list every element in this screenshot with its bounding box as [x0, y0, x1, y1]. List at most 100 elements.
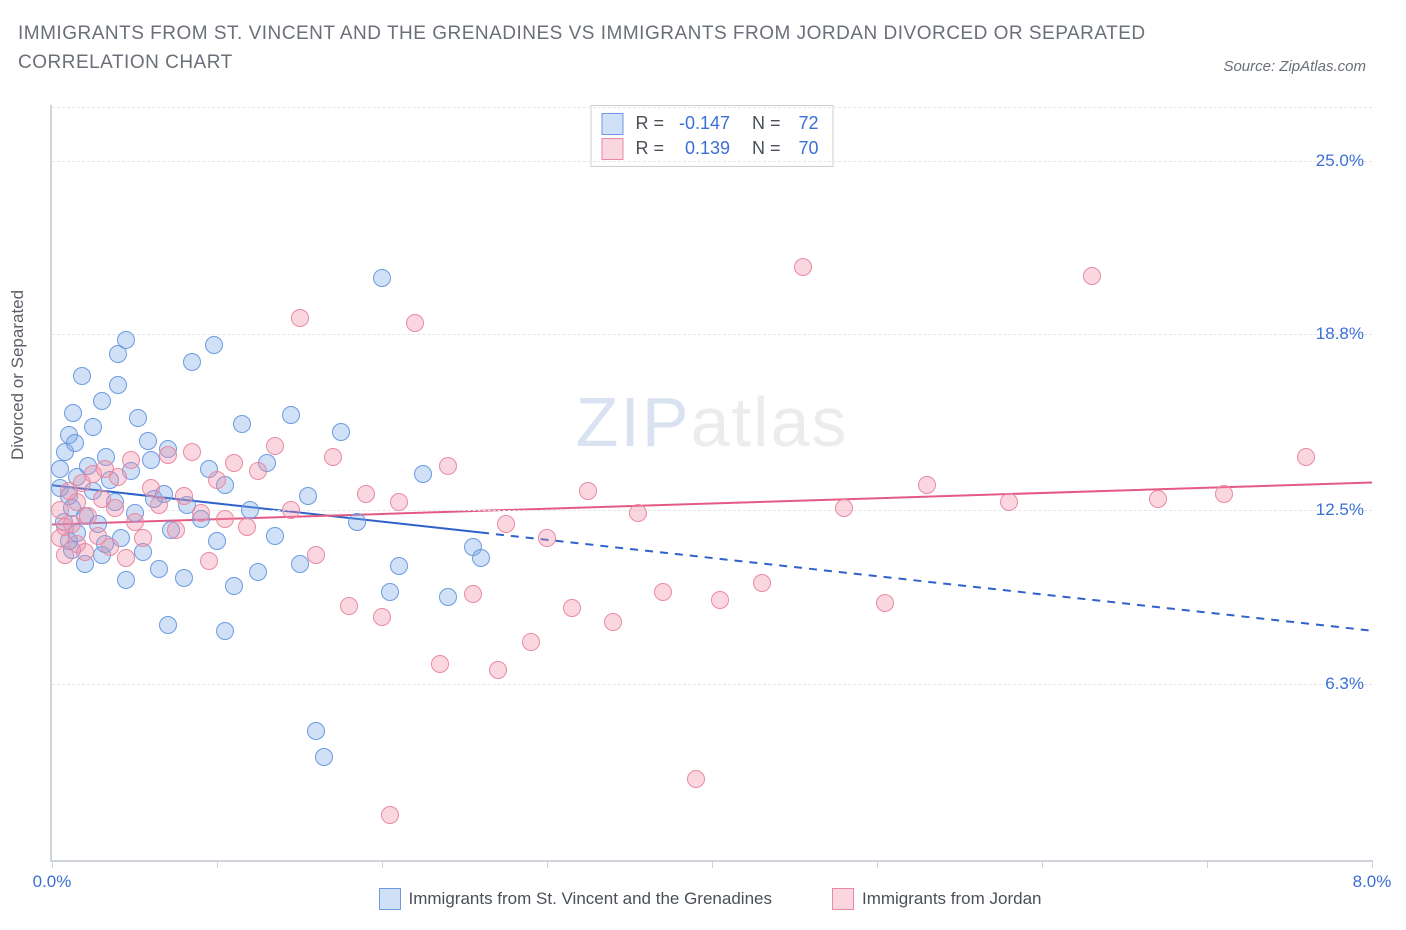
- data-point: [324, 448, 342, 466]
- data-point: [56, 546, 74, 564]
- stats-value-r: -0.147: [672, 111, 730, 136]
- data-point: [579, 482, 597, 500]
- stats-label-n: N =: [752, 111, 781, 136]
- data-point: [291, 309, 309, 327]
- x-tick: [1372, 860, 1373, 868]
- data-point: [183, 443, 201, 461]
- x-tick: [382, 860, 383, 868]
- data-point: [381, 806, 399, 824]
- gridline: [52, 161, 1372, 162]
- data-point: [1083, 267, 1101, 285]
- data-point: [390, 493, 408, 511]
- chart-title: IMMIGRANTS FROM ST. VINCENT AND THE GREN…: [18, 20, 1226, 77]
- data-point: [73, 367, 91, 385]
- data-point: [414, 465, 432, 483]
- data-point: [175, 487, 193, 505]
- x-tick: [547, 860, 548, 868]
- x-tick: [1207, 860, 1208, 868]
- data-point: [464, 585, 482, 603]
- data-point: [64, 404, 82, 422]
- data-point: [51, 529, 69, 547]
- data-point: [538, 529, 556, 547]
- legend-swatch: [601, 113, 623, 135]
- data-point: [439, 457, 457, 475]
- data-point: [472, 549, 490, 567]
- y-axis-label: Divorced or Separated: [8, 290, 28, 460]
- data-point: [687, 770, 705, 788]
- stats-value-n: 72: [789, 111, 819, 136]
- data-point: [381, 583, 399, 601]
- data-point: [122, 451, 140, 469]
- x-tick: [52, 860, 53, 868]
- x-tick: [217, 860, 218, 868]
- data-point: [1149, 490, 1167, 508]
- data-point: [76, 543, 94, 561]
- legend-label: Immigrants from Jordan: [862, 889, 1042, 909]
- data-point: [200, 552, 218, 570]
- data-point: [489, 661, 507, 679]
- data-point: [142, 451, 160, 469]
- data-point: [1297, 448, 1315, 466]
- data-point: [66, 434, 84, 452]
- data-point: [106, 499, 124, 517]
- gridline: [52, 334, 1372, 335]
- data-point: [332, 423, 350, 441]
- legend-item: Immigrants from St. Vincent and the Gren…: [379, 888, 772, 910]
- legend-swatch: [601, 138, 623, 160]
- stats-label-n: N =: [752, 136, 781, 161]
- data-point: [150, 496, 168, 514]
- data-point: [142, 479, 160, 497]
- data-point: [241, 501, 259, 519]
- data-point: [390, 557, 408, 575]
- data-point: [150, 560, 168, 578]
- data-point: [357, 485, 375, 503]
- data-point: [238, 518, 256, 536]
- data-point: [1000, 493, 1018, 511]
- stats-row: R =-0.147N =72: [601, 111, 818, 136]
- data-point: [340, 597, 358, 615]
- data-point: [307, 546, 325, 564]
- data-point: [93, 392, 111, 410]
- data-point: [563, 599, 581, 617]
- data-point: [291, 555, 309, 573]
- data-point: [876, 594, 894, 612]
- y-tick-label: 6.3%: [1325, 674, 1364, 694]
- data-point: [117, 571, 135, 589]
- data-point: [249, 563, 267, 581]
- data-point: [753, 574, 771, 592]
- data-point: [439, 588, 457, 606]
- data-point: [192, 504, 210, 522]
- data-point: [266, 527, 284, 545]
- data-point: [233, 415, 251, 433]
- data-point: [654, 583, 672, 601]
- chart-plot-area: ZIPatlas R =-0.147N =72R =0.139N =70 6.3…: [50, 105, 1372, 862]
- y-tick-label: 25.0%: [1316, 151, 1364, 171]
- source-attribution: Source: ZipAtlas.com: [1223, 58, 1366, 75]
- watermark: ZIPatlas: [576, 382, 849, 462]
- data-point: [216, 510, 234, 528]
- data-point: [167, 521, 185, 539]
- legend-swatch: [832, 888, 854, 910]
- data-point: [216, 622, 234, 640]
- legend-item: Immigrants from Jordan: [832, 888, 1042, 910]
- data-point: [139, 432, 157, 450]
- data-point: [249, 462, 267, 480]
- data-point: [522, 633, 540, 651]
- data-point: [282, 406, 300, 424]
- gridline: [52, 684, 1372, 685]
- data-point: [225, 577, 243, 595]
- data-point: [129, 409, 147, 427]
- stats-legend-box: R =-0.147N =72R =0.139N =70: [590, 105, 833, 167]
- data-point: [629, 504, 647, 522]
- data-point: [208, 532, 226, 550]
- legend-label: Immigrants from St. Vincent and the Gren…: [409, 889, 772, 909]
- data-point: [205, 336, 223, 354]
- data-point: [497, 515, 515, 533]
- data-point: [117, 549, 135, 567]
- data-point: [79, 507, 97, 525]
- data-point: [431, 655, 449, 673]
- data-point: [266, 437, 284, 455]
- data-point: [208, 471, 226, 489]
- data-point: [794, 258, 812, 276]
- data-point: [126, 513, 144, 531]
